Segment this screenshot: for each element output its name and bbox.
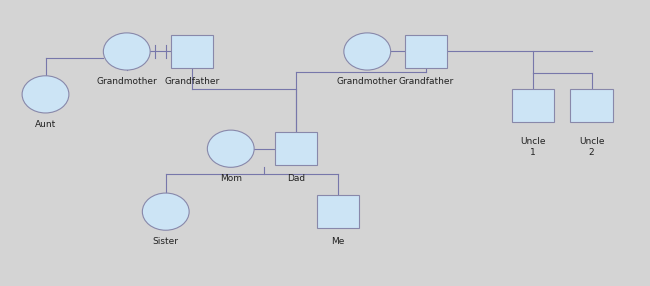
Text: Grandfather: Grandfather [398,77,454,86]
Text: Mom: Mom [220,174,242,183]
Ellipse shape [103,33,150,70]
FancyBboxPatch shape [170,35,213,68]
Ellipse shape [22,76,69,113]
Ellipse shape [207,130,254,167]
Ellipse shape [142,193,189,230]
Ellipse shape [344,33,391,70]
Text: Me: Me [332,237,344,246]
FancyBboxPatch shape [512,89,554,122]
Text: Uncle
1: Uncle 1 [520,137,546,157]
Text: Dad: Dad [287,174,305,183]
Text: Sister: Sister [153,237,179,246]
FancyBboxPatch shape [317,195,359,228]
Text: Grandfather: Grandfather [164,77,220,86]
Text: Uncle
2: Uncle 2 [578,137,604,157]
Text: Grandmother: Grandmother [337,77,398,86]
FancyBboxPatch shape [274,132,317,165]
Text: Aunt: Aunt [35,120,56,129]
FancyBboxPatch shape [404,35,447,68]
Text: Grandmother: Grandmother [96,77,157,86]
FancyBboxPatch shape [571,89,613,122]
